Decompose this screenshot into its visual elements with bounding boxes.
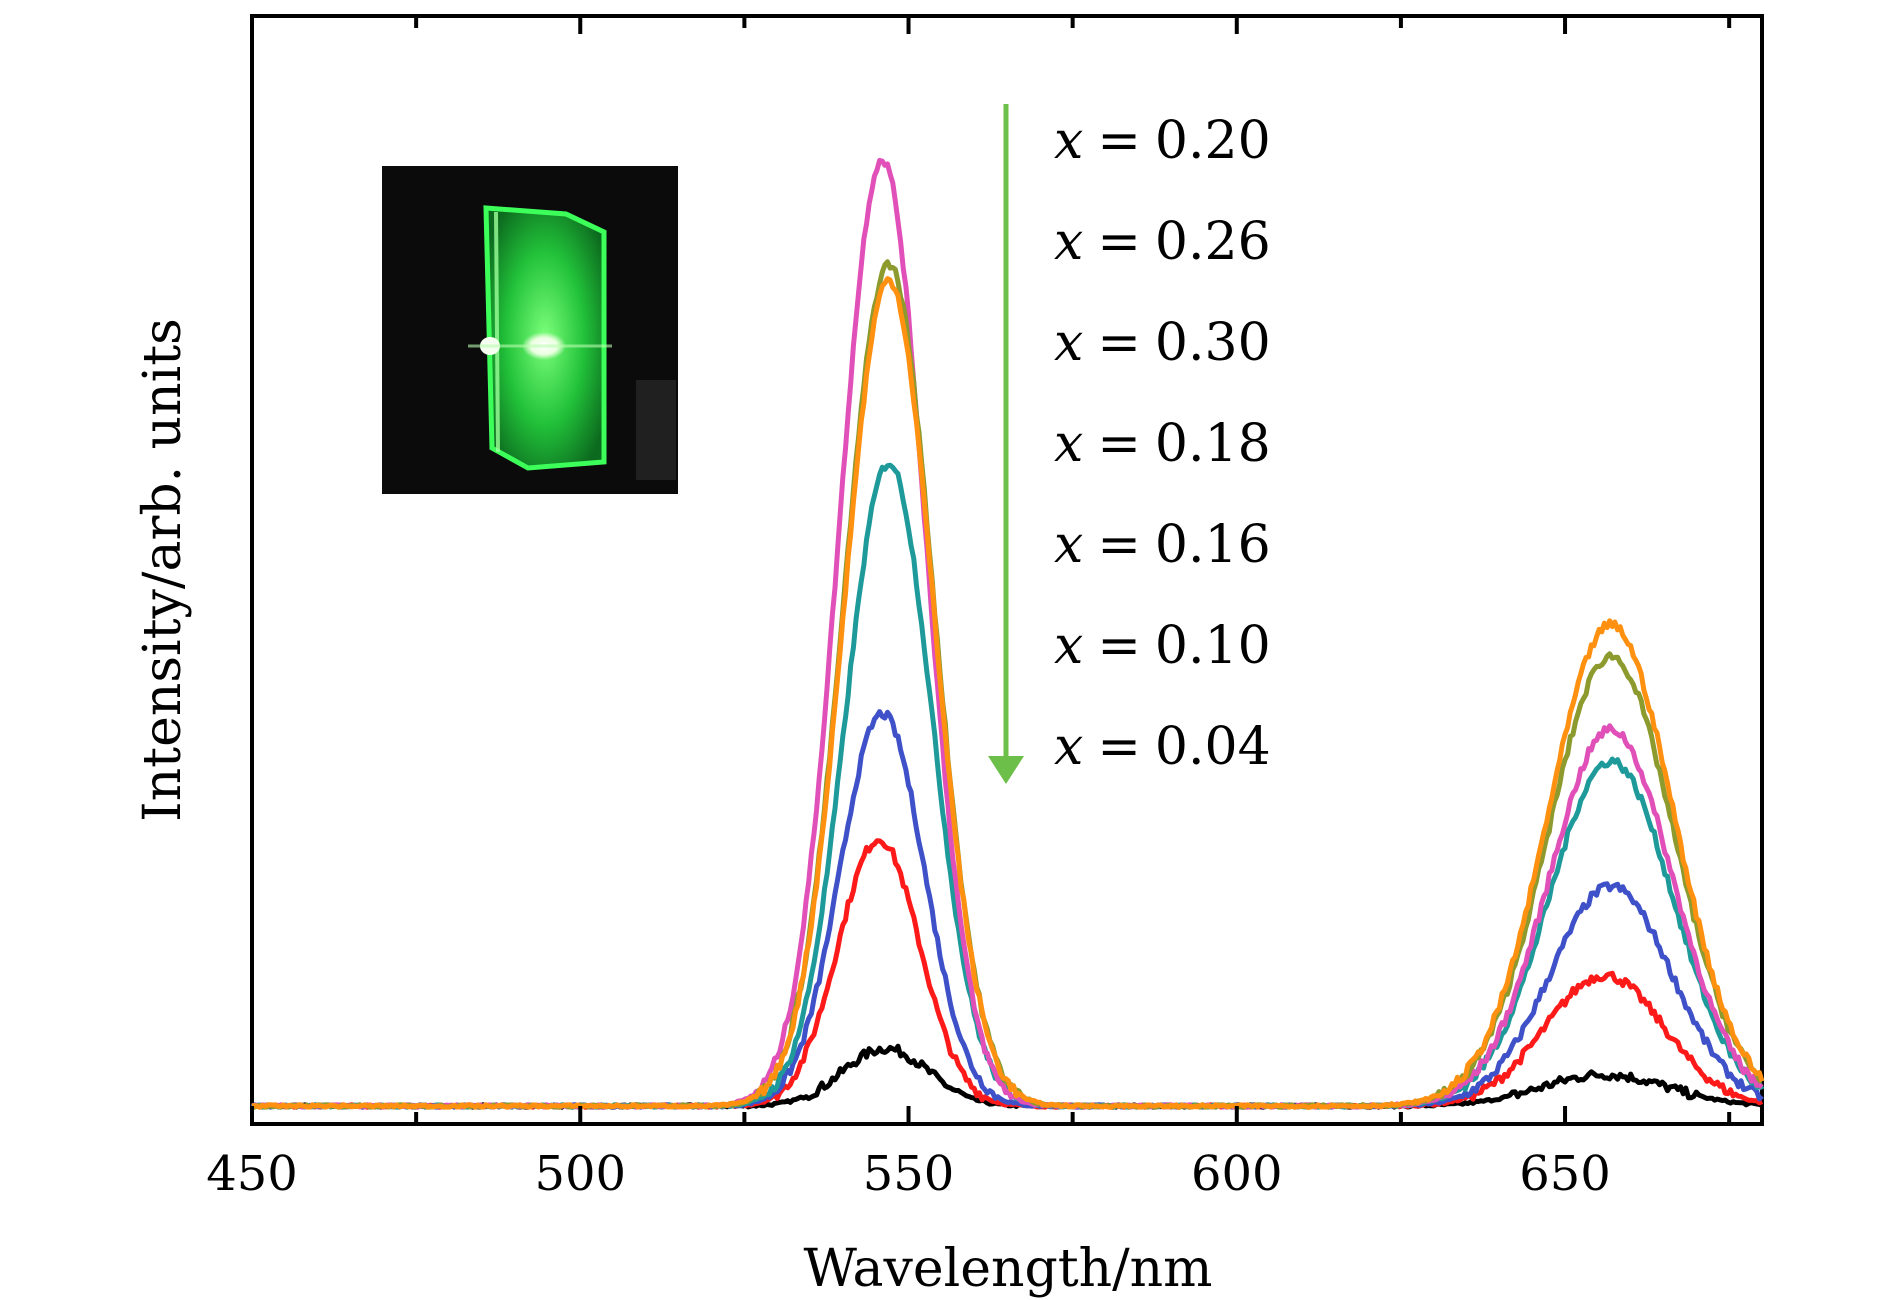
legend-entry-0-30: x = 0.30 xyxy=(1054,313,1271,373)
legend-entry-0-18: x = 0.18 xyxy=(1054,414,1271,474)
x-tick-label-600: 600 xyxy=(1191,1146,1283,1202)
legend-var: x xyxy=(1054,111,1083,171)
legend-entry-0-16: x = 0.16 xyxy=(1054,515,1271,575)
legend-entry-0-26: x = 0.26 xyxy=(1054,212,1271,272)
legend-arrow xyxy=(988,104,1024,784)
x-tick-label-650: 650 xyxy=(1519,1146,1611,1202)
series-line-0-30 xyxy=(251,276,1765,1110)
legend-entry-0-10: x = 0.10 xyxy=(1054,616,1271,676)
legend-entry-0-20: x = 0.20 xyxy=(1054,111,1271,171)
legend-entry-0-04: x = 0.04 xyxy=(1054,717,1271,777)
legend-value: 0.18 xyxy=(1155,414,1271,474)
legend-eq: = xyxy=(1097,111,1141,171)
legend-eq: = xyxy=(1097,313,1141,373)
legend-value: 0.04 xyxy=(1155,717,1271,777)
legend-eq: = xyxy=(1097,414,1141,474)
x-tick-label-500: 500 xyxy=(534,1146,626,1202)
legend-value: 0.26 xyxy=(1155,212,1271,272)
x-axis-ticks xyxy=(250,16,1732,1124)
legend-var: x xyxy=(1054,717,1083,777)
legend-eq: = xyxy=(1097,515,1141,575)
legend-var: x xyxy=(1054,414,1083,474)
legend-var: x xyxy=(1054,313,1083,373)
x-tick-label-450: 450 xyxy=(206,1146,298,1202)
legend-var: x xyxy=(1054,212,1083,272)
legend-var: x xyxy=(1054,616,1083,676)
legend-value: 0.10 xyxy=(1155,616,1271,676)
x-tick-labels: 450 500 550 600 650 xyxy=(206,1146,1611,1202)
legend-var: x xyxy=(1054,515,1083,575)
spectrum-curves xyxy=(250,157,1765,1110)
legend: x = 0.20x = 0.26x = 0.30x = 0.18x = 0.16x = 0.10x = 0.… xyxy=(1054,111,1271,777)
legend-value: 0.16 xyxy=(1155,515,1271,575)
legend-eq: = xyxy=(1097,717,1141,777)
legend-value: 0.20 xyxy=(1155,111,1271,171)
inset-photo xyxy=(382,166,678,494)
x-axis-title: Wavelength/nm xyxy=(804,1239,1213,1299)
legend-eq: = xyxy=(1097,212,1141,272)
y-axis-title: Intensity/arb. units xyxy=(133,318,193,822)
legend-eq: = xyxy=(1097,616,1141,676)
x-tick-label-550: 550 xyxy=(863,1146,955,1202)
legend-value: 0.30 xyxy=(1155,313,1271,373)
